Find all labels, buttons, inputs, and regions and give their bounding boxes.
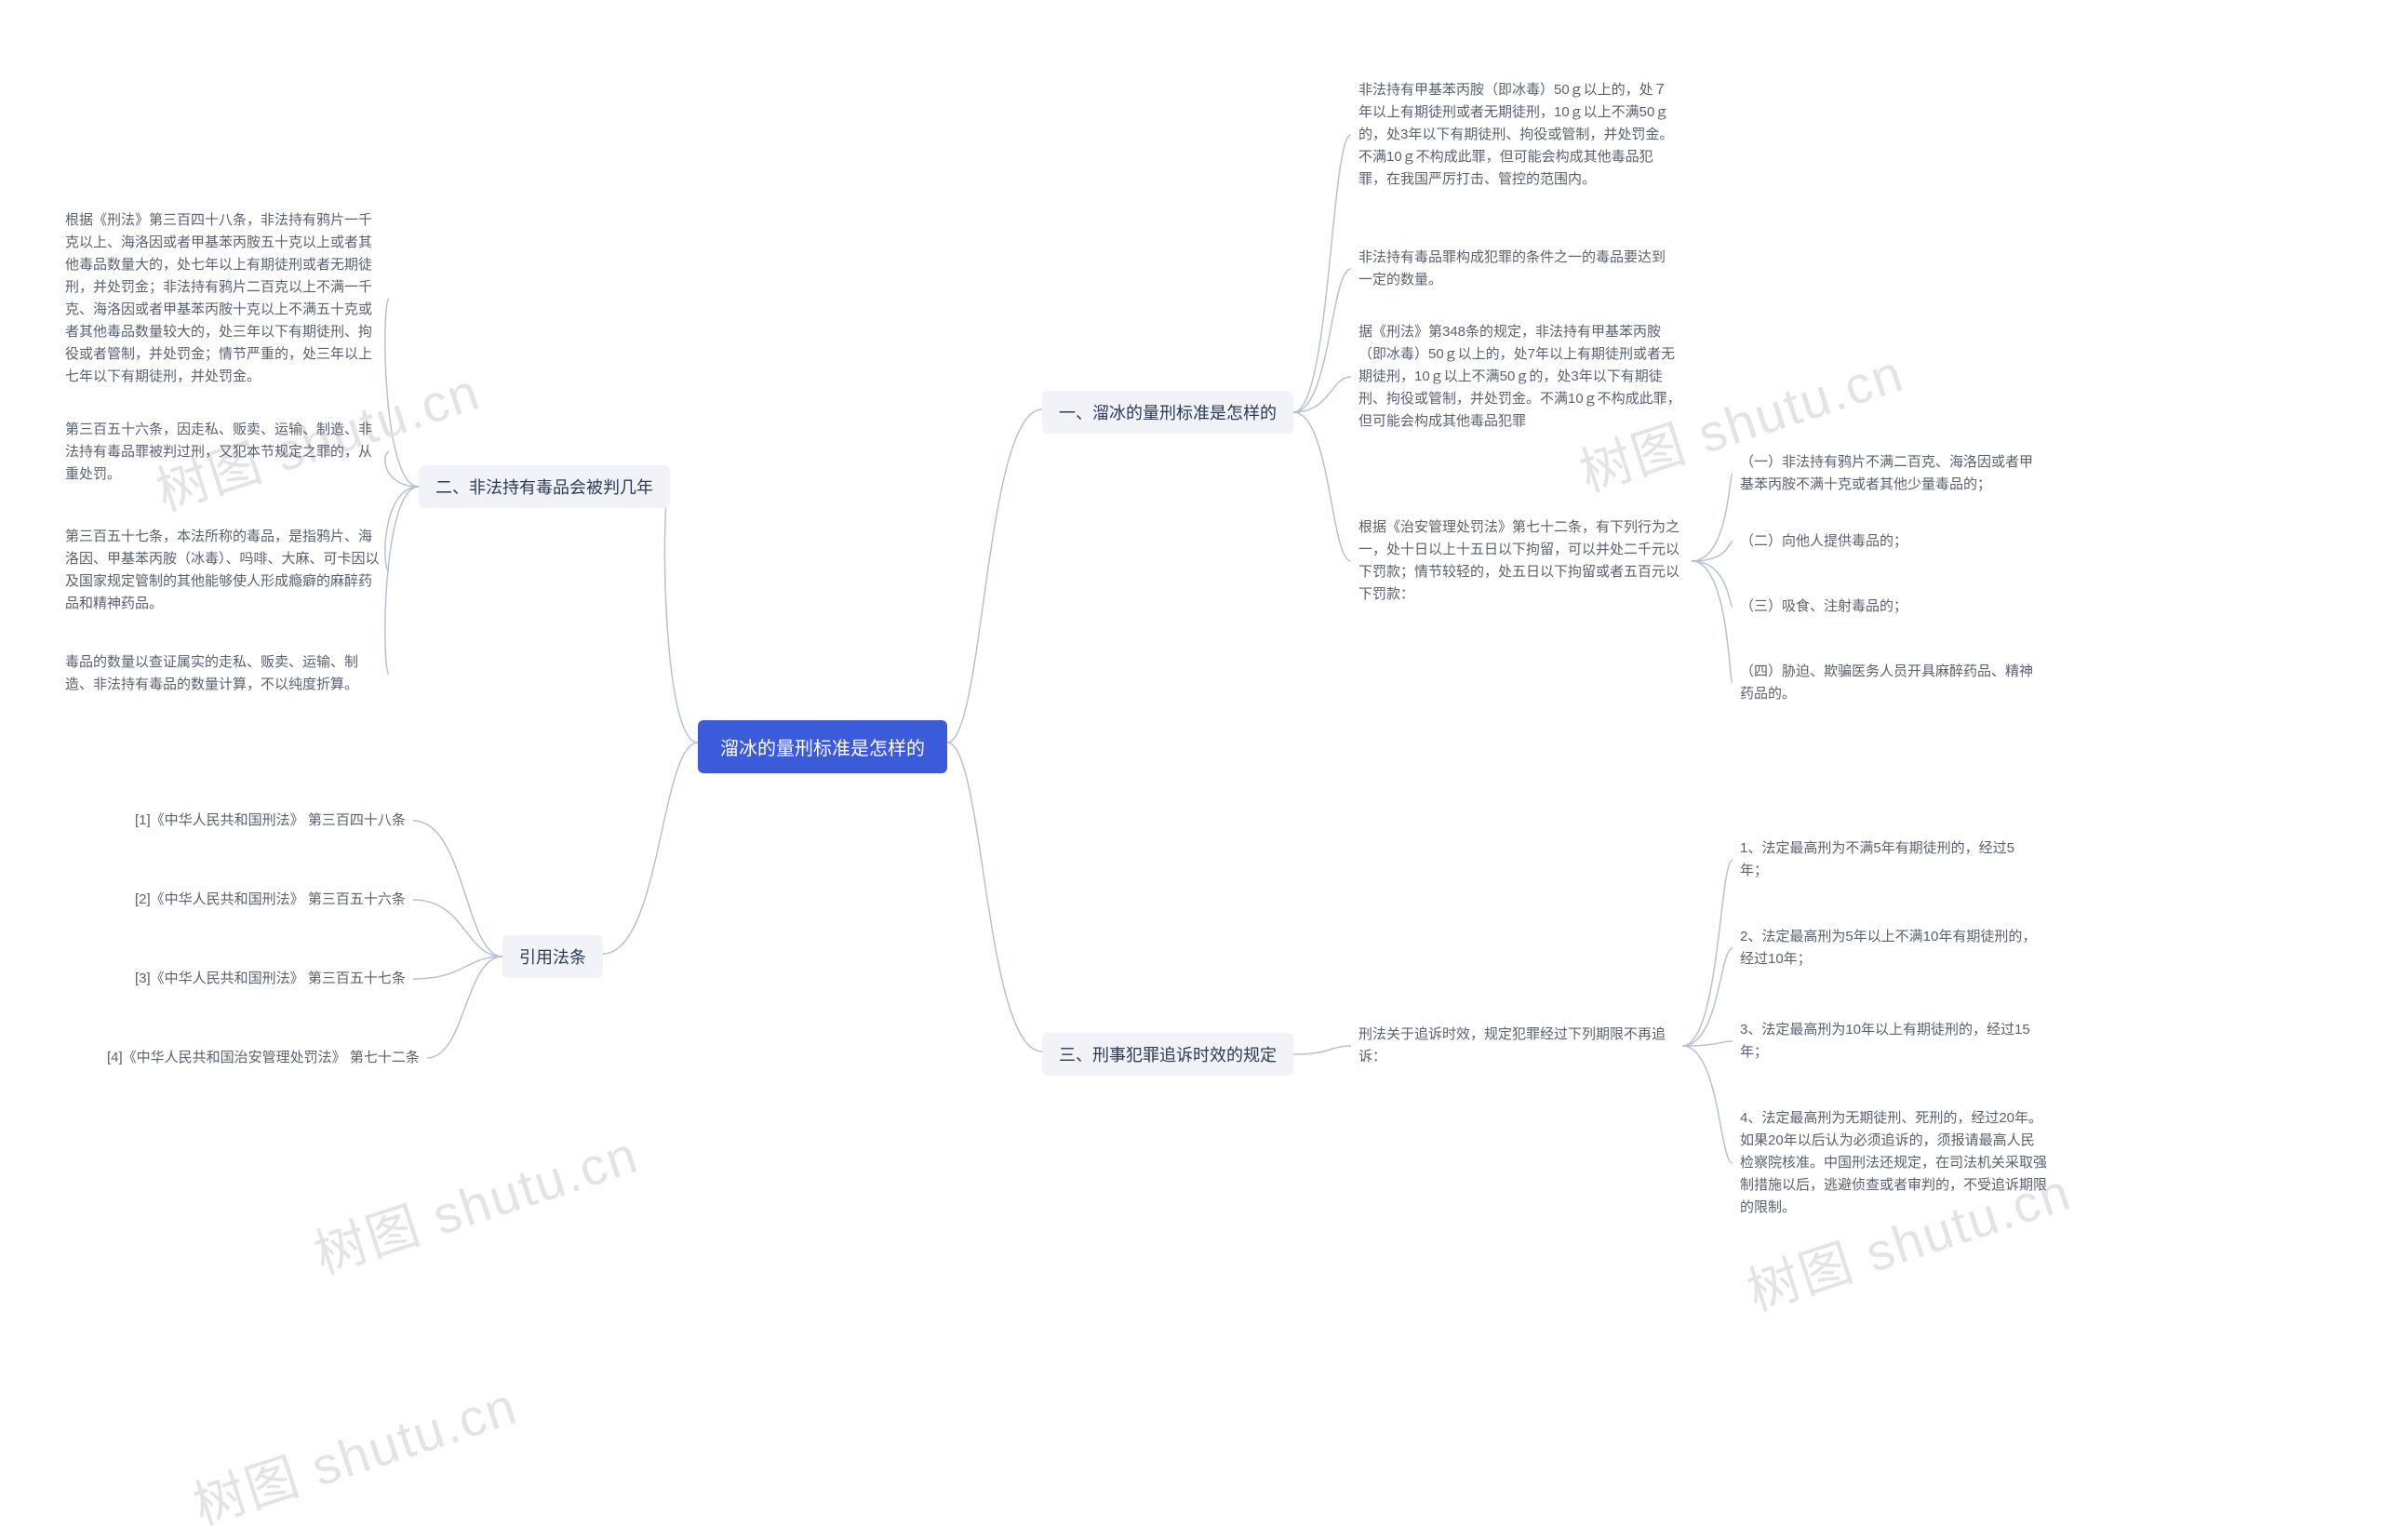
leaf: 毒品的数量以查证属实的走私、贩卖、运输、制造、非法持有毒品的数量计算，不以纯度折…: [65, 651, 381, 696]
leaf: 第三百五十七条，本法所称的毒品，是指鸦片、海洛因、甲基苯丙胺（冰毒）、吗啡、大麻…: [65, 526, 381, 615]
leaf: 3、法定最高刑为10年以上有期徒刑的，经过15年；: [1740, 1019, 2038, 1064]
branch-b3[interactable]: 三、刑事犯罪追诉时效的规定: [1042, 1033, 1293, 1076]
leaf: 非法持有甲基苯丙胺（即冰毒）50ｇ以上的，处７年以上有期徒刑或者无期徒刑，10ｇ…: [1358, 79, 1675, 191]
branch-b4[interactable]: 引用法条: [502, 935, 603, 978]
leaf: 4、法定最高刑为无期徒刑、死刑的，经过20年。如果20年以后认为必须追诉的，须报…: [1740, 1107, 2047, 1219]
leaf: 1、法定最高刑为不满5年有期徒刑的，经过5年；: [1740, 837, 2038, 882]
leaf: [3]《中华人民共和国刑法》 第三百五十七条: [135, 968, 406, 990]
branch-b2[interactable]: 二、非法持有毒品会被判几年: [419, 465, 670, 508]
leaf: （三）吸食、注射毒品的；: [1740, 596, 1907, 618]
leaf: 非法持有毒品罪构成犯罪的条件之一的毒品要达到一定的数量。: [1358, 247, 1675, 291]
branch-b1[interactable]: 一、溜冰的量刑标准是怎样的: [1042, 391, 1293, 434]
leaf: （四）胁迫、欺骗医务人员开具麻醉药品、精神药品的。: [1740, 661, 2038, 705]
leaf: （一）非法持有鸦片不满二百克、海洛因或者甲基苯丙胺不满十克或者其他少量毒品的；: [1740, 451, 2038, 496]
leaf: 据《刑法》第348条的规定，非法持有甲基苯丙胺（即冰毒）50ｇ以上的，处7年以上…: [1358, 321, 1684, 433]
leaf: 根据《治安管理处罚法》第七十二条，有下列行为之一，处十日以上十五日以下拘留，可以…: [1358, 516, 1684, 606]
leaf: [4]《中华人民共和国治安管理处罚法》 第七十二条: [107, 1047, 420, 1069]
watermark: 树图 shutu.cn: [182, 1364, 526, 1540]
leaf: [2]《中华人民共和国刑法》 第三百五十六条: [135, 889, 406, 911]
root-node[interactable]: 溜冰的量刑标准是怎样的: [698, 720, 947, 773]
leaf: （二）向他人提供毒品的；: [1740, 530, 1907, 553]
root-label: 溜冰的量刑标准是怎样的: [720, 739, 925, 759]
leaf: 根据《刑法》第三百四十八条，非法持有鸦片一千克以上、海洛因或者甲基苯丙胺五十克以…: [65, 209, 381, 388]
leaf: 2、法定最高刑为5年以上不满10年有期徒刑的，经过10年；: [1740, 926, 2038, 971]
leaf: 第三百五十六条，因走私、贩卖、运输、制造、非法持有毒品罪被判过刑，又犯本节规定之…: [65, 419, 381, 486]
leaf: [1]《中华人民共和国刑法》 第三百四十八条: [135, 810, 406, 832]
watermark: 树图 shutu.cn: [303, 1113, 647, 1289]
leaf: 刑法关于追诉时效，规定犯罪经过下列期限不再追诉：: [1358, 1024, 1675, 1068]
